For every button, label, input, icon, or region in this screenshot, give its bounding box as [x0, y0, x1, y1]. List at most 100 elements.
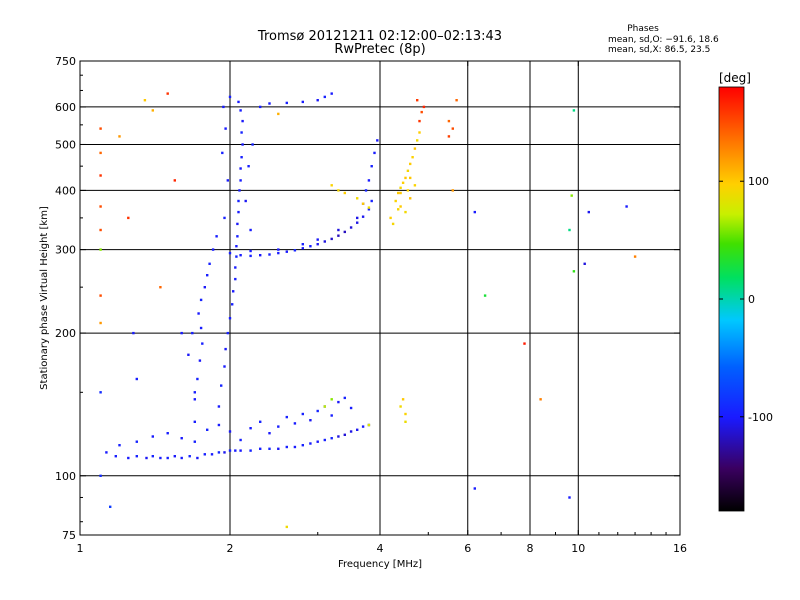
data-point: [268, 102, 271, 105]
data-point: [151, 109, 154, 112]
data-point: [337, 435, 340, 438]
data-point: [191, 331, 194, 335]
data-point: [244, 199, 247, 203]
colorbar-tick-label: -100: [748, 411, 773, 424]
data-point: [232, 290, 235, 293]
data-point: [361, 215, 365, 218]
data-point: [404, 412, 407, 416]
data-point: [356, 216, 359, 220]
data-point: [203, 453, 206, 456]
data-point: [247, 165, 250, 168]
data-point: [211, 248, 215, 251]
x-axis-label: Frequency [MHz]: [338, 559, 422, 570]
data-point: [301, 100, 304, 104]
data-point: [241, 143, 244, 146]
data-point: [473, 210, 476, 214]
data-point: [228, 449, 232, 452]
data-point: [330, 414, 333, 417]
data-point: [418, 131, 421, 134]
data-point: [285, 250, 288, 253]
data-point: [226, 331, 229, 335]
data-point: [238, 189, 241, 192]
data-point: [277, 251, 280, 255]
data-point: [235, 245, 238, 248]
data-point: [99, 174, 102, 177]
data-point: [166, 92, 169, 95]
y-tick-label: 500: [55, 138, 76, 151]
x-tick-label: 4: [377, 542, 384, 555]
data-point: [285, 101, 288, 105]
data-point: [572, 270, 576, 273]
data-point: [135, 455, 138, 458]
data-point: [105, 451, 108, 454]
data-point: [447, 119, 451, 123]
data-point: [349, 430, 353, 433]
data-point: [356, 197, 359, 200]
data-point: [323, 405, 326, 408]
y-tick-label: 300: [55, 244, 76, 257]
data-point: [397, 191, 400, 195]
data-point: [330, 184, 333, 187]
data-point: [337, 228, 340, 232]
data-point: [223, 451, 226, 454]
x-tick-label: 8: [527, 542, 534, 555]
data-point: [399, 205, 402, 208]
data-point: [422, 105, 426, 109]
data-point: [226, 179, 229, 182]
data-point: [228, 251, 232, 255]
data-point: [224, 127, 227, 130]
data-point: [473, 487, 476, 490]
data-point: [356, 221, 359, 224]
y-tick-label: 200: [55, 327, 76, 340]
y-tick-label: 400: [55, 184, 76, 197]
data-point: [145, 456, 148, 460]
data-point: [237, 100, 240, 104]
data-point: [370, 165, 373, 168]
data-point: [293, 249, 297, 252]
data-point: [316, 99, 319, 102]
data-point: [411, 156, 414, 159]
data-point: [285, 415, 288, 419]
data-point: [568, 496, 571, 499]
colorbar-label: [deg]: [719, 71, 751, 85]
y-tick-label: 750: [55, 55, 76, 68]
data-point: [135, 377, 138, 381]
data-point: [206, 428, 209, 431]
data-point: [413, 184, 417, 187]
data-point: [413, 147, 417, 150]
data-point: [367, 423, 371, 427]
data-point: [447, 135, 451, 138]
data-point: [367, 208, 371, 211]
y-axis-label: Stationary phase Virtual Height [km]: [39, 206, 50, 390]
data-point: [539, 398, 542, 401]
data-point: [224, 347, 227, 351]
data-point: [587, 210, 590, 214]
data-point: [188, 455, 191, 458]
data-point: [361, 425, 365, 428]
data-points: [99, 92, 637, 529]
x-tick-label: 2: [227, 542, 234, 555]
data-point: [193, 391, 196, 394]
data-point: [241, 119, 244, 123]
x-tick-label: 10: [571, 542, 585, 555]
data-point: [343, 433, 346, 436]
data-point: [330, 92, 333, 95]
data-point: [401, 181, 405, 184]
data-point: [240, 156, 243, 159]
data-point: [235, 255, 238, 258]
data-point: [199, 298, 203, 302]
data-point: [193, 440, 196, 443]
data-point: [277, 447, 280, 450]
data-point: [277, 112, 280, 116]
data-point: [239, 254, 242, 257]
data-point: [259, 447, 262, 450]
data-point: [633, 255, 637, 258]
data-point: [249, 228, 252, 232]
data-point: [237, 210, 240, 214]
data-point: [301, 243, 304, 246]
data-point: [223, 216, 226, 220]
data-point: [217, 423, 221, 427]
data-point: [583, 262, 586, 265]
data-point: [173, 455, 176, 458]
